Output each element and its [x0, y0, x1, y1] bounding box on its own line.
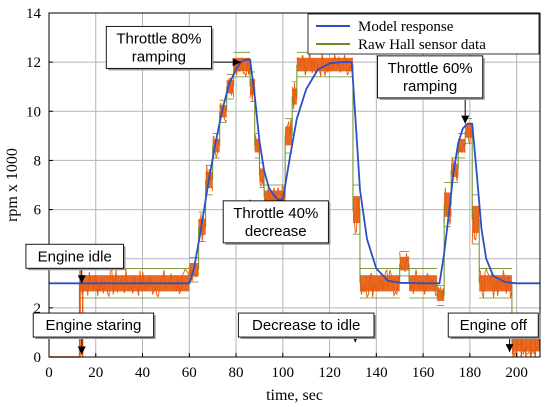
annotation-box-throttle80	[105, 25, 212, 69]
model-response-line	[49, 58, 540, 285]
raw-sensor-band	[465, 124, 473, 138]
y-tick-label: 14	[26, 6, 42, 22]
annotation-box-throttle40	[222, 200, 329, 244]
raw-sensor-band	[212, 138, 220, 153]
annotation-label-engineidle: Engine idle	[38, 248, 112, 265]
annotation-label-decreaseidle: Decrease to idle	[252, 317, 360, 334]
annotation-label-throttle60: Throttle 60%	[388, 60, 473, 77]
annotation-box-engineoff	[447, 312, 539, 338]
annotation-label-throttle40: Throttle 40%	[233, 205, 318, 222]
annotation-arrowhead-throttle80	[232, 58, 241, 67]
annotation-arrowhead-throttle60	[461, 115, 470, 124]
annotation-label-throttle40: decrease	[245, 223, 307, 240]
x-axis-ticks: 0 20 40 60 80 100 120 140 160 180 200	[45, 353, 528, 381]
raw-sensor-band	[219, 105, 227, 118]
raw-sensor-band	[458, 138, 466, 153]
raw-sensor-noise	[436, 287, 445, 299]
raw-sensor-band	[296, 57, 353, 72]
annotation-arrowhead-engineidle	[77, 275, 86, 284]
raw-sensor-noise	[408, 269, 438, 297]
series-model-response	[49, 58, 540, 285]
raw-sensor-band	[437, 290, 445, 301]
raw-sensor-noise	[359, 268, 401, 299]
raw-sensor-noise	[258, 165, 265, 187]
raw-sensor-noise	[79, 268, 190, 298]
raw-sensor-band	[226, 79, 234, 94]
annotation-label-engineoff: Engine off	[460, 317, 528, 334]
annotation-arrowhead-engineoff	[505, 344, 514, 353]
raw-sensor-band	[259, 168, 265, 182]
x-axis-title: time, sec	[266, 387, 323, 404]
annotation-label-enginestart: Engine staring	[45, 317, 141, 334]
raw-sensor-noise	[464, 125, 473, 145]
annotation-label-throttle80: Throttle 80%	[116, 30, 201, 47]
x-tick-label: 0	[45, 365, 53, 381]
raw-sensor-band	[444, 192, 452, 217]
annotation-arrowhead-enginestart	[77, 346, 86, 355]
annotation-box-enginestart	[32, 312, 155, 338]
y-tick-label: 0	[34, 350, 42, 366]
x-tick-label: 20	[88, 365, 103, 381]
raw-sensor-noise	[457, 143, 466, 155]
annotation-box-engineidle	[25, 243, 124, 269]
x-tick-label: 180	[459, 365, 482, 381]
y-tick-label: 2	[34, 301, 42, 317]
legend: Model response Raw Hall sensor data	[307, 13, 540, 55]
raw-sensor-band	[285, 126, 293, 146]
raw-sensor-noise	[291, 82, 298, 110]
raw-sensor-noise	[188, 265, 200, 282]
x-tick-label: 100	[272, 365, 295, 381]
raw-sensor-noise	[352, 197, 361, 235]
x-tick-label: 140	[365, 365, 388, 381]
legend-label-model-response: Model response	[358, 19, 454, 35]
raw-sensor-noise	[478, 267, 513, 299]
x-tick-label: 200	[505, 365, 528, 381]
x-tick-label: 120	[318, 365, 341, 381]
raw-sensor-noise	[233, 57, 251, 78]
raw-sensor-noise	[471, 210, 480, 244]
annotation-box-throttle60	[377, 55, 484, 99]
y-tick-label: 8	[34, 153, 42, 169]
annotation-label-throttle60: ramping	[403, 78, 457, 95]
x-tick-label: 80	[229, 365, 244, 381]
raw-sensor-noise	[399, 252, 410, 273]
raw-sensor-band	[250, 78, 255, 95]
y-tick-label: 12	[26, 55, 41, 71]
y-tick-label: 6	[34, 203, 42, 219]
raw-sensor-band	[472, 205, 480, 233]
legend-label-raw-hall-sensor-data: Raw Hall sensor data	[358, 37, 486, 53]
raw-sensor-noise	[443, 187, 452, 225]
raw-sensor-noise	[212, 135, 220, 160]
raw-sensor-noise	[254, 135, 260, 157]
plot-frame	[48, 12, 541, 358]
raw-sensor-band	[399, 256, 410, 271]
y-axis-title: rpm x 1000	[4, 148, 21, 222]
y-tick-label: 10	[26, 104, 41, 120]
raw-sensor-band	[352, 196, 360, 224]
legend-box	[307, 13, 540, 55]
annotation-box-decreaseidle	[237, 312, 375, 338]
annotation-label-throttle80: ramping	[132, 48, 186, 65]
x-tick-label: 160	[412, 365, 435, 381]
x-tick-label: 60	[182, 365, 197, 381]
x-tick-label: 40	[135, 365, 150, 381]
raw-sensor-noise	[263, 184, 286, 207]
